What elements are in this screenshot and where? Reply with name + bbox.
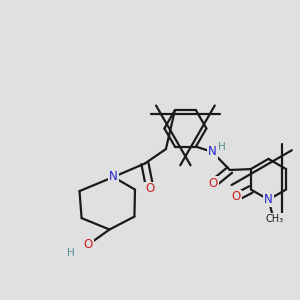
Text: N: N — [264, 193, 273, 206]
Text: O: O — [84, 238, 93, 251]
Text: O: O — [146, 182, 154, 196]
Text: N: N — [208, 146, 217, 158]
Text: H: H — [67, 248, 74, 259]
Text: N: N — [109, 170, 118, 184]
Text: CH₃: CH₃ — [266, 214, 284, 224]
Text: H: H — [218, 142, 225, 152]
Text: O: O — [209, 177, 218, 190]
Text: O: O — [232, 190, 241, 203]
